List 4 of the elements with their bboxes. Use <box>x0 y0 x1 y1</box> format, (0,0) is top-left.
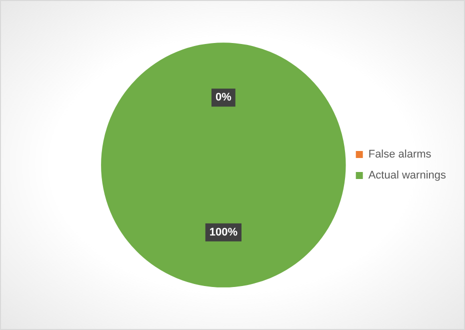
text: 0% <box>215 92 232 104</box>
legend-label: Actual warnings <box>368 170 446 182</box>
legend-label: False alarms <box>368 148 432 161</box>
data-label: 100% <box>209 226 238 238</box>
